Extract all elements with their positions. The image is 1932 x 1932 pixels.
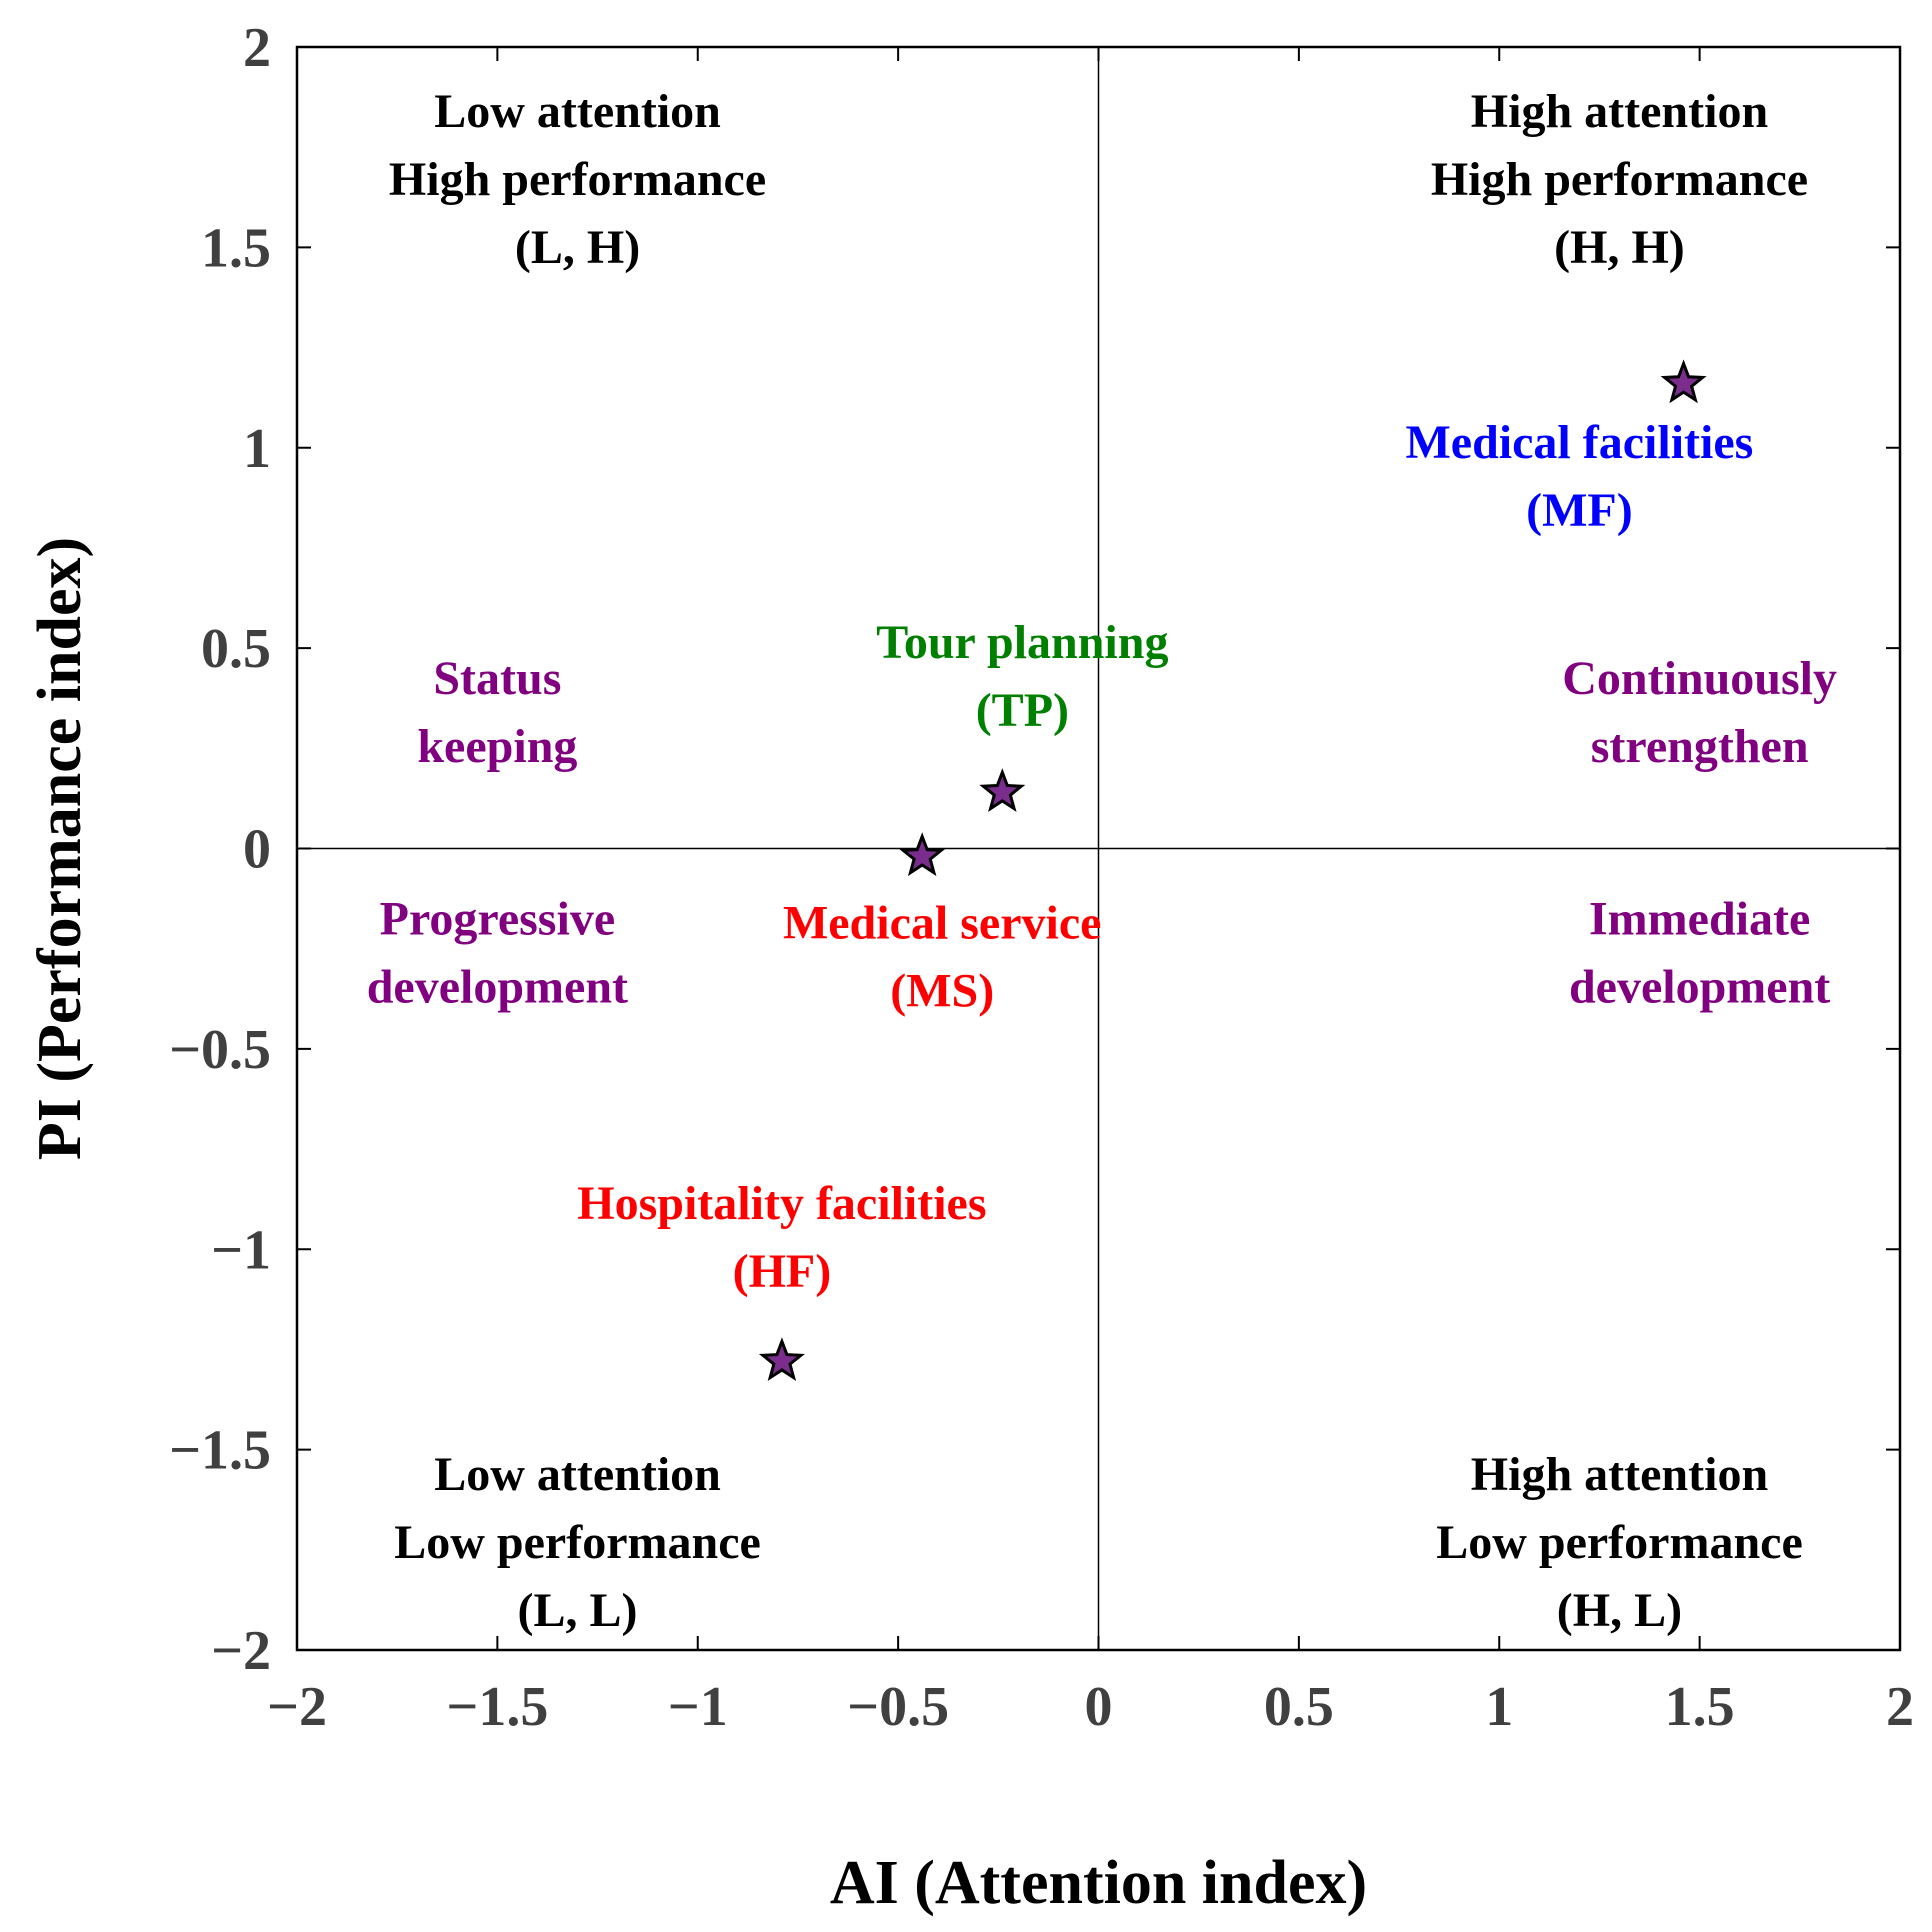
y-tick-label: 2 xyxy=(243,17,271,79)
strategy-label-line: Status xyxy=(433,652,561,705)
quadrant-label-line: Low performance xyxy=(1436,1516,1803,1569)
y-tick-label: 1.5 xyxy=(201,217,271,279)
point-label-line: Medical service xyxy=(783,897,1102,950)
strategy-label-line: development xyxy=(1569,961,1830,1014)
quadrant-label-line: (H, H) xyxy=(1554,221,1685,274)
y-tick-label: −0.5 xyxy=(169,1019,271,1081)
quadrant-label-ll: Low attention Low performance (L, L) xyxy=(394,1448,761,1637)
point-label-line: Medical facilities xyxy=(1405,416,1753,469)
quadrant-label-line: Low attention xyxy=(434,1448,721,1501)
point-hf xyxy=(758,1337,805,1382)
x-tick-label: −1 xyxy=(668,1676,728,1738)
quadrant-label-lh: Low attention High performance (L, H) xyxy=(389,85,766,274)
strategy-label-line: Progressive xyxy=(380,893,616,946)
y-axis-title: PI (Performance index) xyxy=(26,537,94,1160)
y-tick-label: −1 xyxy=(211,1219,271,1281)
point-label-line: (MF) xyxy=(1526,484,1633,537)
quadrant-label-line: (L, H) xyxy=(515,221,640,274)
point-label-line: Hospitality facilities xyxy=(577,1177,986,1230)
quadrant-label-line: (L, L) xyxy=(518,1584,638,1637)
point-label-line: Tour planning xyxy=(876,616,1168,669)
quadrant-label-line: High attention xyxy=(1471,85,1768,138)
point-ms xyxy=(899,832,946,877)
quadrant-label-line: (H, L) xyxy=(1557,1584,1682,1637)
data-points xyxy=(758,359,1707,1382)
point-label-line: (TP) xyxy=(976,684,1069,737)
strategy-label-progressive: Progressive development xyxy=(367,893,628,1014)
quadrant-label-hl: High attention Low performance (H, L) xyxy=(1436,1448,1803,1637)
quadrant-label-line: High attention xyxy=(1471,1448,1768,1501)
y-tick-label: 0.5 xyxy=(201,618,271,680)
point-label-hf: Hospitality facilities (HF) xyxy=(577,1177,986,1298)
x-tick-label: −0.5 xyxy=(847,1676,949,1738)
x-tick-label: 1 xyxy=(1485,1676,1513,1738)
point-label-tp: Tour planning (TP) xyxy=(876,616,1168,737)
strategy-label-line: development xyxy=(367,961,628,1014)
strategy-label-status: Status keeping xyxy=(417,652,577,773)
quadrant-label-hh: High attention High performance (H, H) xyxy=(1431,85,1808,274)
quadrant-label-line: Low performance xyxy=(394,1516,761,1569)
x-tick-label: −1.5 xyxy=(446,1676,548,1738)
strategy-label-line: Immediate xyxy=(1589,893,1810,946)
strategy-label-line: keeping xyxy=(417,720,577,773)
strategy-label-line: Continuously xyxy=(1562,652,1837,705)
x-tick-label: 0.5 xyxy=(1264,1676,1334,1738)
point-label-line: (HF) xyxy=(733,1245,832,1298)
y-tick-label: 1 xyxy=(243,418,271,480)
point-mf xyxy=(1660,359,1707,404)
point-tp xyxy=(979,768,1026,812)
y-tick-label: −1.5 xyxy=(169,1420,271,1482)
ticks: −2 −1.5 −1 −0.5 0 0.5 1 1.5 2 −2 −1.5 −1 −0.5 0 0.5 1 1.… xyxy=(169,17,1914,1738)
quadrant-label-line: Low attention xyxy=(434,85,721,138)
strategy-label-line: strengthen xyxy=(1591,720,1809,773)
quadrant-label-line: High performance xyxy=(389,153,766,206)
x-tick-label: 0 xyxy=(1085,1676,1113,1738)
reference-lines xyxy=(297,47,1900,1650)
annotations: Low attention High performance (L, H) High … xyxy=(367,85,1837,1637)
y-tick-label: 0 xyxy=(243,819,271,881)
x-tick-label: 1.5 xyxy=(1665,1676,1735,1738)
strategy-label-continuous: Continuously strengthen xyxy=(1562,652,1837,773)
x-axis-title: AI (Attention index) xyxy=(830,1849,1367,1917)
quadrant-label-line: High performance xyxy=(1431,153,1808,206)
point-label-line: (MS) xyxy=(890,965,994,1018)
x-tick-label: 2 xyxy=(1886,1676,1914,1738)
x-tick-label: −2 xyxy=(267,1676,327,1738)
point-label-mf: Medical facilities (MF) xyxy=(1405,416,1753,537)
strategy-label-immediate: Immediate development xyxy=(1569,893,1830,1014)
y-tick-label: −2 xyxy=(211,1620,271,1682)
point-label-ms: Medical service (MS) xyxy=(783,897,1102,1018)
